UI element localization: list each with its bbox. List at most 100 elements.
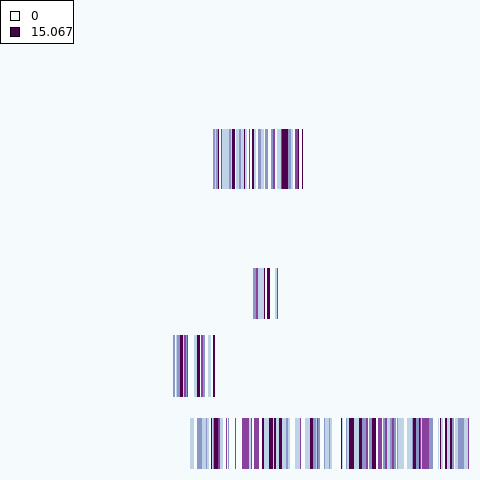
- stripe-cell: [385, 418, 387, 469]
- stripe-cell: [222, 129, 224, 189]
- stripe-cell: [285, 418, 286, 469]
- stripe-cell: [357, 418, 359, 469]
- stripe-cell: [397, 418, 398, 469]
- stripe-cell: [184, 335, 186, 397]
- stripe-cell: [224, 129, 226, 189]
- legend-swatch-min: [10, 11, 20, 21]
- stripe-cell: [196, 335, 197, 397]
- stripe-cell: [325, 418, 326, 469]
- stripe-cell: [432, 418, 433, 469]
- stripe-cell: [269, 418, 270, 469]
- stripe-cell: [228, 418, 229, 469]
- stripe-cell: [207, 418, 209, 469]
- stripe-cell: [216, 129, 218, 189]
- stripe-cell: [211, 418, 212, 469]
- stripe-cell: [303, 418, 305, 469]
- stripe-cell: [256, 418, 259, 469]
- stripe-cell: [177, 335, 180, 397]
- stripe-cell: [380, 418, 382, 469]
- stripe-cell: [213, 129, 215, 189]
- stripe-cell: [288, 129, 291, 189]
- stripe-cell: [439, 418, 440, 469]
- stripe-cell: [262, 418, 264, 469]
- stripe-cell: [341, 418, 342, 469]
- stripe-cell: [252, 418, 254, 469]
- stripe-cell: [173, 335, 175, 397]
- stripe-cell: [252, 129, 253, 189]
- stripe-cell: [293, 129, 294, 189]
- stripe-cell: [254, 129, 256, 189]
- stripe-cell: [299, 129, 300, 189]
- stripe-cell: [232, 129, 235, 189]
- stripe-cell: [340, 418, 341, 469]
- stripe-cell: [261, 268, 263, 319]
- stripe-cell: [214, 418, 216, 469]
- stripe-cell: [249, 129, 250, 189]
- stripe-cell: [176, 335, 177, 397]
- stripe-cell: [407, 418, 410, 469]
- stripe-cell: [236, 129, 239, 189]
- stripe-cell: [194, 418, 197, 469]
- stripe-cell: [246, 418, 249, 469]
- stripe-cell: [200, 335, 201, 397]
- stripe-cell: [355, 418, 357, 469]
- stripe-cell: [221, 129, 222, 189]
- stripe-cell: [429, 418, 432, 469]
- stripe-cell: [241, 129, 244, 189]
- stripe-cell: [235, 418, 236, 469]
- stripe-cell: [392, 418, 394, 469]
- stripe-cell: [242, 418, 245, 469]
- stripe-cell: [374, 418, 376, 469]
- stripe-cell: [326, 418, 329, 469]
- stripe-cell: [180, 335, 183, 397]
- stripe-cell: [369, 418, 372, 469]
- stripe-cell: [254, 418, 256, 469]
- legend-label-min: 0: [31, 9, 39, 23]
- stripe-cell: [394, 418, 396, 469]
- stripe-cell: [226, 129, 229, 189]
- stripe-cell: [273, 129, 275, 189]
- stripe-cell: [197, 335, 200, 397]
- stripe-cell: [399, 418, 401, 469]
- stripe-cell: [250, 129, 252, 189]
- stripe-cell: [183, 335, 184, 397]
- stripe-cell: [378, 418, 380, 469]
- stripe-cell: [458, 418, 461, 469]
- stripe-cell: [211, 335, 213, 397]
- stripe-cell: [282, 418, 285, 469]
- legend-item-min: 0: [10, 9, 39, 23]
- stripe-cell: [201, 418, 202, 469]
- stripe-cell: [335, 418, 338, 469]
- stripe-cell: [330, 418, 332, 469]
- stripe-cell: [298, 129, 299, 189]
- stripe-cell: [372, 418, 374, 469]
- stripe-cell: [295, 129, 298, 189]
- stripe-cell: [450, 418, 452, 469]
- stripe-cell: [382, 418, 383, 469]
- stripe-cell: [290, 418, 293, 469]
- legend-item-max: 15.067: [10, 25, 73, 39]
- legend-label-max: 15.067: [31, 25, 73, 39]
- stripe-cell: [362, 418, 365, 469]
- stripe-cell: [313, 418, 316, 469]
- stripe-cell: [253, 268, 256, 319]
- stripe-cell: [321, 418, 324, 469]
- stripe-cell: [256, 129, 258, 189]
- stripe-cell: [433, 418, 435, 469]
- stripe-cell: [338, 418, 340, 469]
- stripe-cell: [308, 418, 310, 469]
- stripe-cell: [317, 418, 318, 469]
- stripe-cell: [324, 418, 325, 469]
- stripe-cell: [410, 418, 412, 469]
- stripe-cell: [420, 418, 421, 469]
- stripe-cell: [267, 418, 269, 469]
- stripe-cell: [270, 418, 271, 469]
- stripe-cell: [396, 418, 397, 469]
- stripe-cell: [259, 418, 262, 469]
- stripe-cell: [276, 418, 279, 469]
- stripe-cell: [454, 418, 455, 469]
- stripe-cell: [285, 129, 288, 189]
- stripe-cell: [347, 418, 349, 469]
